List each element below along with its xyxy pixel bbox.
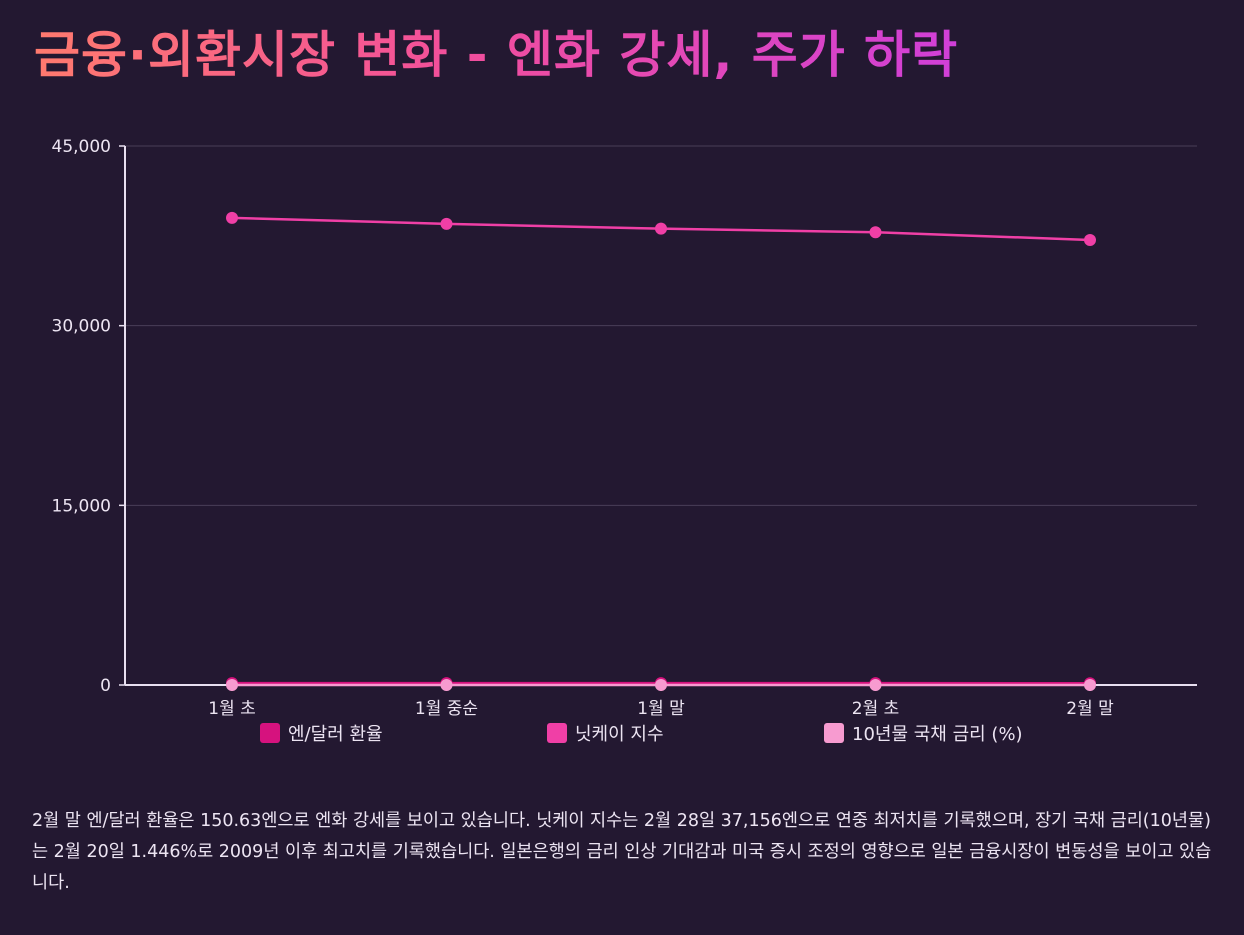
data-point[interactable]: [226, 211, 238, 224]
x-tick-label: 1월 초: [208, 699, 256, 719]
series-1: [226, 211, 1096, 246]
x-tick-label: 2월 초: [852, 699, 900, 719]
legend-swatch-nikkei: [547, 723, 567, 743]
y-tick-label: 0: [100, 676, 111, 696]
y-tick-label: 15,000: [52, 496, 111, 516]
legend-swatch-yen-dollar: [260, 723, 280, 743]
legend-item-yen-dollar[interactable]: 엔/달러 환율: [260, 720, 383, 746]
legend-label-bond-yield: 10년물 국채 금리 (%): [852, 724, 1023, 745]
legend-label-yen-dollar: 엔/달러 환율: [288, 724, 383, 745]
data-point[interactable]: [869, 678, 882, 691]
y-tick-label: 30,000: [52, 317, 111, 337]
x-tick-label: 2월 말: [1066, 699, 1114, 719]
line-chart: 0 15,000 30,000 45,000 1월 초 1월 중순 1월 말 2월 초 2월 말: [52, 137, 1197, 719]
chart-title: 금융·외환시장 변화 - 엔화 강세, 주가 하락: [34, 22, 958, 88]
legend-label-nikkei: 닛케이 지수: [575, 724, 664, 745]
axes: 0 15,000 30,000 45,000 1월 초 1월 중순 1월 말 2월 초 2월 말: [52, 137, 1197, 719]
x-tick-label: 1월 말: [637, 699, 685, 719]
chart-description: 2월 말 엔/달러 환율은 150.63엔으로 엔화 강세를 보이고 있습니다.…: [32, 811, 1212, 893]
series-2: [226, 678, 1096, 691]
x-tick-label: 1월 중순: [415, 699, 478, 719]
y-tick-label: 45,000: [52, 137, 111, 157]
data-point[interactable]: [869, 226, 882, 239]
data-point[interactable]: [655, 222, 667, 235]
legend-swatch-bond-yield: [824, 723, 844, 743]
legend-item-bond-yield[interactable]: 10년물 국채 금리 (%): [824, 720, 1023, 746]
legend-item-nikkei[interactable]: 닛케이 지수: [547, 720, 664, 746]
grid-lines: [125, 145, 1197, 506]
data-point[interactable]: [440, 217, 453, 230]
legend: 엔/달러 환율 닛케이 지수 10년물 국채 금리 (%): [0, 720, 1244, 746]
data-point[interactable]: [1084, 233, 1096, 246]
data-point[interactable]: [1084, 678, 1096, 691]
data-point[interactable]: [440, 678, 453, 691]
data-point[interactable]: [226, 678, 238, 691]
data-point[interactable]: [655, 678, 667, 691]
series-layer: [226, 211, 1096, 691]
